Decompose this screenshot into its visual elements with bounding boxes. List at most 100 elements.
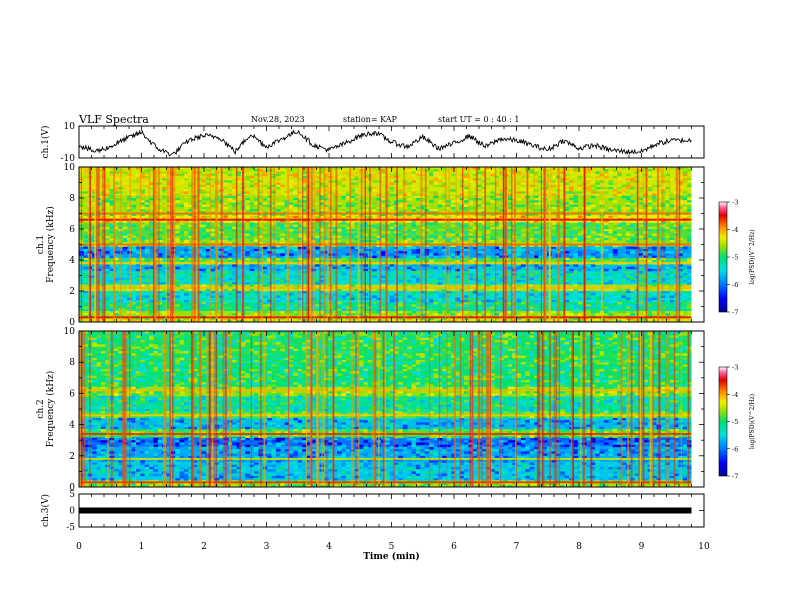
ch1-spectrogram-cell <box>345 226 351 230</box>
ch1-spectrogram-cell <box>490 191 495 194</box>
ch1-spectrogram-cell <box>551 171 557 174</box>
ch1-spectrogram-cell <box>223 213 229 217</box>
ch1-spectrogram-cell <box>639 200 644 203</box>
ch1-spectrogram-cell <box>389 226 395 230</box>
ch1-spectrogram-cell <box>271 288 277 292</box>
ch1-spectrogram-cell <box>118 293 124 296</box>
ch1-spectrogram-cell <box>590 310 596 314</box>
ch1-spectrogram-cell <box>162 264 167 267</box>
ch1-spectrogram-cell <box>560 220 565 223</box>
ch1-spectrogram-cell <box>201 275 207 279</box>
ch1-spectrogram-cell <box>201 191 207 194</box>
ch1-spectrogram-cell <box>293 167 299 170</box>
ch1-spectrogram-cell <box>131 193 137 197</box>
ch1-spectrogram-cell <box>232 282 237 285</box>
ch1-spectrogram-cell <box>485 202 491 205</box>
ch1-spectrogram-cell <box>621 184 627 188</box>
ch1-spectrogram-cell <box>455 213 460 217</box>
ch1-spectrogram-cell <box>420 204 425 208</box>
ch1-spectrogram-cell <box>297 229 303 232</box>
ch1-spectrogram-cell <box>157 198 163 201</box>
ch1-spectrogram-cell <box>205 173 211 177</box>
ch1-spectrogram-cell <box>604 257 609 261</box>
ch1-spectrogram-cell <box>109 313 115 316</box>
ch1-spectrogram-cell <box>293 198 299 201</box>
ch1-spectrogram-cell <box>140 226 145 230</box>
ch1-spectrogram-cell <box>455 206 460 210</box>
ch1-spectrogram-cell <box>267 319 272 323</box>
ch1-spectrogram-cell <box>551 184 557 188</box>
ch1-spectrogram-cell <box>109 293 115 296</box>
ch1-spectrogram-cell <box>529 260 535 263</box>
ch1-spectrogram-cell <box>485 306 491 310</box>
ch1-spectrogram-cell <box>315 282 320 285</box>
ch1-spectrogram-cell <box>494 293 500 296</box>
ch1-spectrogram-cell <box>481 186 487 190</box>
ch1-spectrogram-cell <box>205 215 211 219</box>
ch1-spectrogram-cell <box>415 302 421 305</box>
ch1-spectrogram-cell <box>450 279 456 283</box>
ch1-spectrogram-cell <box>157 260 163 263</box>
ch1-spectrogram-cell <box>625 293 631 296</box>
ch1-spectrogram-cell <box>459 253 465 256</box>
ch1-spectrogram-cell <box>354 209 360 212</box>
ch1-spectrogram-cell <box>271 226 277 230</box>
ch1-spectrogram-cell <box>608 251 614 254</box>
ch1-spectrogram-cell <box>341 255 347 259</box>
ch1-spectrogram-cell <box>201 220 207 223</box>
ch1-spectrogram-cell <box>499 257 504 261</box>
ch1-spectrogram-cell <box>249 224 255 228</box>
ch1-spectrogram-cell <box>420 173 425 177</box>
ch1-spectrogram-cell <box>612 182 618 186</box>
ch1-spectrogram-cell <box>210 180 215 183</box>
ch1-spectrogram-cell <box>499 264 504 267</box>
ch1-spectrogram-cell <box>354 288 360 292</box>
ch1-spectrogram-cell <box>612 244 618 248</box>
ch1-spectrogram-cell <box>267 313 272 316</box>
ch1-spectrogram-cell <box>468 173 474 177</box>
ch1-spectrogram-cell <box>437 244 443 248</box>
ch1-spectrogram-cell <box>315 279 320 283</box>
ch1-spectrogram-cell <box>367 173 373 177</box>
ch1-spectrogram-cell <box>293 240 299 243</box>
ch1-spectrogram-cell <box>630 304 635 307</box>
ch1-spectrogram-cell <box>402 180 408 183</box>
ch1-spectrogram-cell <box>538 279 544 283</box>
ch1-spectrogram-cell <box>499 198 504 201</box>
ch1-spectrogram-cell <box>538 198 544 201</box>
ch1-spectrogram-cell <box>324 260 329 263</box>
ch1-spectrogram-cell <box>232 204 237 208</box>
ch1-spectrogram-cell <box>210 260 215 263</box>
ch1-spectrogram-cell <box>429 304 434 307</box>
ch1-spectrogram-cell <box>140 189 145 192</box>
ch1-spectrogram-cell <box>83 235 89 239</box>
ch1-spectrogram-cell <box>227 200 233 203</box>
ch1-spectrogram-cell <box>617 310 622 314</box>
ch1-spectrogram-cell <box>337 313 342 316</box>
ch1-spectrogram-cell <box>529 184 535 188</box>
ch1-spectrogram-cell <box>630 224 635 228</box>
ch1-spectrogram-cell <box>481 180 487 183</box>
ch1-spectrogram-cell <box>415 235 421 239</box>
ch1-spectrogram-cell <box>402 297 408 301</box>
ch1-spectrogram-cell <box>569 175 574 179</box>
ch1-spectrogram-cell <box>258 299 264 303</box>
ch1-spectrogram-cell <box>590 295 596 298</box>
ch1-spectrogram-cell <box>319 220 325 223</box>
ch1-spectrogram-cell <box>429 317 434 321</box>
ch1-spectrogram-cell <box>472 229 478 232</box>
ch1-spectrogram-cell <box>442 304 447 307</box>
ch1-spectrogram-cell <box>302 288 307 292</box>
ch1-spectrogram-cell <box>114 224 119 228</box>
ch1-spectrogram-cell <box>630 248 635 252</box>
ch1-spectrogram-cell <box>245 169 250 172</box>
ch1-spectrogram-cell <box>468 224 474 228</box>
ch1-spectrogram-cell <box>437 248 443 252</box>
ch1-spectrogram-cell <box>604 260 609 263</box>
ch1-spectrogram-cell <box>612 215 618 219</box>
ch1-spectrogram-cell <box>227 226 233 230</box>
ch1-spectrogram-cell <box>415 299 421 303</box>
ch1-spectrogram-cell <box>433 171 439 174</box>
ch1-spectrogram-cell <box>122 202 128 205</box>
ch1-spectrogram-cell <box>437 202 443 205</box>
